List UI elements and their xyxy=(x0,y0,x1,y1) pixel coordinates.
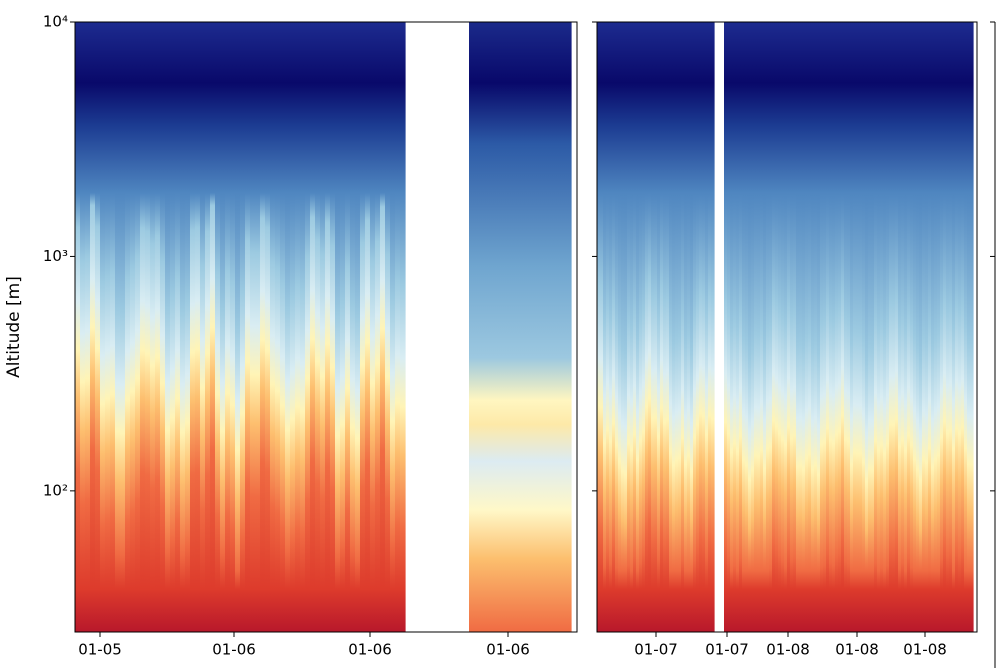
heatmap xyxy=(75,22,974,632)
x-tick-label: 01-07 xyxy=(634,641,678,659)
axes-frame xyxy=(74,21,578,633)
x-tick-label: 01-06 xyxy=(486,641,530,659)
x-tick-label: 01-08 xyxy=(903,641,947,659)
axes-frame xyxy=(596,21,978,633)
x-tick-label: 01-06 xyxy=(348,641,392,659)
x-tick-label: 01-08 xyxy=(766,641,810,659)
x-tick-label: 01-08 xyxy=(835,641,879,659)
x-tick-label: 01-05 xyxy=(78,641,122,659)
y-tick-label: 10⁴ xyxy=(43,13,68,31)
x-tick-label: 01-07 xyxy=(705,641,749,659)
y-tick-label: 10³ xyxy=(43,247,68,265)
y-axis-label: Altitude [m] xyxy=(4,276,24,378)
x-tick-label: 01-06 xyxy=(212,641,256,659)
y-tick-label: 10² xyxy=(43,481,68,499)
